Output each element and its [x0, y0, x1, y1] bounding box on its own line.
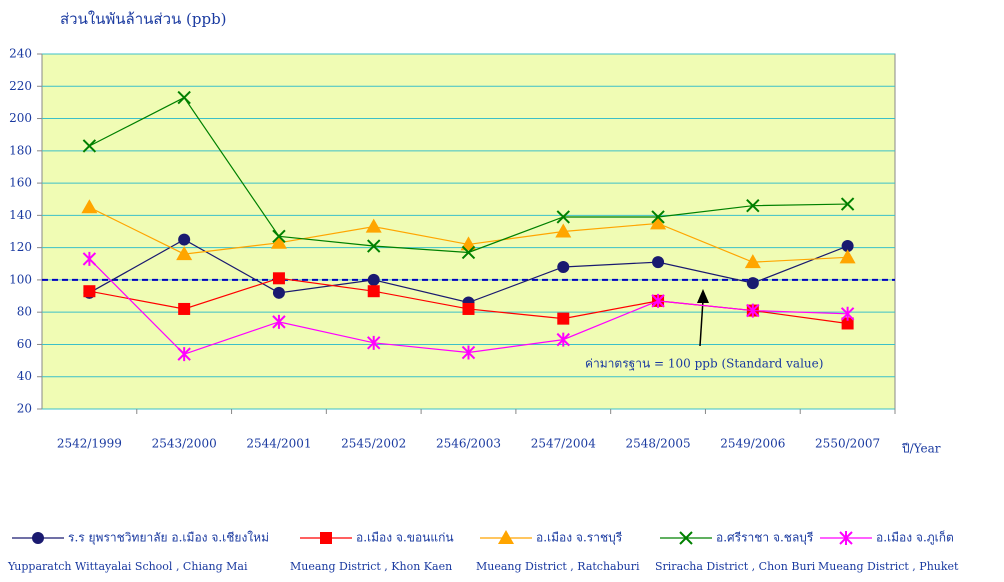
- marker: [272, 272, 285, 285]
- y-tick-label: 60: [17, 337, 32, 351]
- marker: [272, 314, 286, 329]
- marker: [744, 254, 761, 269]
- marker: [367, 239, 381, 253]
- marker: [272, 229, 286, 244]
- marker: [555, 223, 572, 238]
- marker: [557, 261, 570, 273]
- x-tick-label: 2542/1999: [57, 437, 122, 451]
- marker: [841, 240, 854, 253]
- y-tick-label: 100: [9, 272, 32, 286]
- legend-label: ร.ร ยุพราชวิทยาลัย อ.เมือง จ.เชียงใหม่: [68, 531, 269, 546]
- y-tick-label: 140: [9, 208, 32, 222]
- marker: [460, 236, 477, 251]
- marker: [81, 199, 98, 214]
- x-tick-label: 2546/2003: [436, 437, 501, 451]
- annotation-arrow: [699, 299, 704, 347]
- x-tick-label: 2550/2007: [815, 437, 880, 451]
- legend-sublabel: Sriracha District , Chon Buri: [655, 560, 816, 573]
- marker: [462, 302, 475, 315]
- legend-label: อ.เมือง จ.ราชบุรี: [536, 531, 623, 546]
- y-tick-label: 20: [17, 402, 32, 416]
- y-tick-label: 220: [9, 79, 32, 93]
- x-tick-label: 2545/2002: [341, 437, 406, 451]
- marker: [272, 286, 285, 299]
- x-tick-label: 2547/2004: [531, 437, 596, 451]
- marker: [83, 285, 96, 298]
- marker: [746, 198, 760, 213]
- marker: [652, 256, 665, 269]
- marker: [320, 532, 332, 544]
- marker: [651, 293, 665, 308]
- marker: [841, 317, 854, 330]
- y-tick-label: 160: [9, 176, 32, 190]
- legend-sublabel: Yupparatch Wittayalai School , Chiang Ma…: [7, 560, 248, 573]
- marker: [82, 139, 97, 153]
- y-tick-label: 200: [9, 111, 32, 125]
- marker: [840, 197, 855, 211]
- annotation: ค่ามาตรฐาน = 100 ppb (Standard value): [585, 357, 823, 371]
- x-tick-label: 2544/2001: [246, 437, 311, 451]
- x-tick-label: 2543/2000: [152, 437, 217, 451]
- marker: [32, 532, 44, 544]
- legend-sublabel: Mueang District , Ratchaburi: [476, 560, 640, 573]
- y-tick-label: 40: [17, 369, 32, 383]
- marker: [746, 303, 760, 318]
- y-axis-label: ส่วนในพันล้านส่วน (ppb): [60, 10, 227, 28]
- marker: [746, 277, 759, 290]
- legend-sublabel: Mueang District , Phuket: [818, 560, 959, 573]
- marker: [839, 531, 853, 545]
- legend-label: อ.เมือง จ.ภูเก็ต: [876, 530, 954, 546]
- marker: [365, 218, 382, 233]
- marker: [556, 210, 570, 224]
- marker: [367, 335, 381, 350]
- marker: [461, 245, 476, 260]
- marker: [498, 530, 514, 544]
- marker: [840, 306, 855, 321]
- y-tick-label: 240: [9, 47, 32, 61]
- x-tick-label: 2549/2006: [720, 437, 785, 451]
- marker: [270, 234, 287, 249]
- marker: [176, 246, 193, 261]
- marker: [177, 347, 191, 362]
- y-tick-label: 80: [17, 305, 32, 319]
- marker: [178, 233, 191, 246]
- marker: [679, 531, 693, 545]
- x-tick-label: 2548/2005: [625, 437, 690, 451]
- legend-label: อ.เมือง จ.ขอนแก่น: [356, 531, 454, 545]
- marker: [556, 332, 570, 347]
- marker: [839, 249, 856, 264]
- marker: [82, 251, 97, 266]
- marker: [461, 345, 476, 360]
- x-axis-label: ปี/Year: [901, 442, 940, 456]
- marker: [557, 312, 570, 325]
- marker: [178, 302, 191, 315]
- marker: [367, 285, 380, 298]
- marker: [650, 215, 667, 230]
- marker: [367, 273, 380, 286]
- legend-label: อ.ศรีราชา จ.ชลบุรี: [716, 531, 814, 546]
- marker: [651, 210, 665, 224]
- y-tick-label: 120: [9, 240, 32, 254]
- legend-sublabel: Mueang District , Khon Kaen: [290, 560, 452, 573]
- arrow-head: [697, 289, 709, 303]
- y-tick-label: 180: [9, 143, 32, 157]
- marker: [177, 90, 191, 105]
